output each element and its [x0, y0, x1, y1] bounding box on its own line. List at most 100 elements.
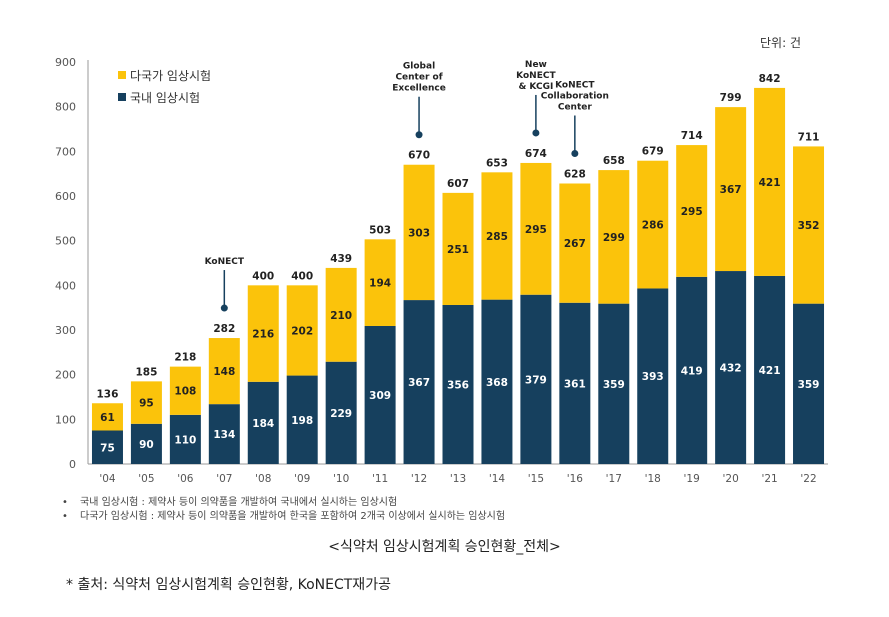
x-tick-label: '12: [411, 473, 427, 485]
legend-swatch-domestic: [118, 93, 126, 101]
x-tick-label: '04: [99, 473, 116, 485]
bar-domestic: [364, 325, 396, 464]
legend-swatch-multinational: [118, 71, 126, 79]
bar-domestic: [403, 300, 435, 464]
data-label-domestic: 309: [369, 390, 391, 402]
legend: 다국가 임상시험 국내 임상시험: [118, 64, 211, 108]
x-tick-label: '13: [450, 473, 466, 485]
data-label-total: 136: [97, 388, 119, 400]
data-label-domestic: 229: [330, 408, 352, 420]
bar-multinational: [676, 145, 708, 277]
data-label-multinational: 148: [213, 366, 235, 378]
data-label-total: 503: [369, 224, 391, 236]
data-label-total: 218: [174, 352, 196, 364]
data-label-domestic: 361: [564, 378, 586, 390]
footnote-multinational: 다국가 임상시험 : 제약사 등이 의약품을 개발하여 한국을 포함하여 2개국…: [62, 510, 505, 524]
y-tick-label: 100: [55, 413, 76, 426]
bar-domestic: [520, 294, 552, 464]
unit-label: 단위: 건: [760, 36, 801, 50]
bar-multinational: [598, 170, 630, 304]
data-label-multinational: 421: [759, 177, 781, 189]
bar-multinational: [364, 239, 396, 326]
data-label-domestic: 359: [603, 379, 625, 391]
data-label-domestic: 367: [408, 377, 430, 389]
bar-domestic: [637, 288, 669, 464]
annotation-label: KoNECT: [516, 71, 556, 81]
data-label-multinational: 216: [252, 329, 274, 341]
y-tick-label: 800: [55, 101, 76, 114]
data-label-multinational: 352: [798, 220, 820, 232]
footnotes: 국내 임상시험 : 제약사 등이 의약품을 개발하여 국내에서 실시하는 임상시…: [62, 496, 505, 524]
y-tick-label: 600: [55, 190, 76, 203]
source-note: * 출처: 식약처 임상시험계획 승인현황, KoNECT재가공: [66, 577, 391, 593]
annotation-label: New: [525, 60, 547, 70]
annotation-label: Center of: [395, 73, 442, 83]
bar-multinational: [91, 403, 123, 431]
bar-multinational: [442, 192, 474, 305]
data-label-multinational: 295: [525, 224, 547, 236]
bar-multinational: [715, 107, 747, 272]
y-tick-label: 700: [55, 145, 76, 158]
x-tick-label: '17: [606, 473, 622, 485]
data-label-multinational: 194: [369, 278, 391, 290]
data-label-domestic: 75: [100, 442, 115, 454]
bar-domestic: [715, 271, 747, 464]
data-label-domestic: 184: [252, 418, 274, 430]
bar-multinational: [208, 338, 240, 405]
data-label-total: 714: [681, 130, 703, 142]
bar-domestic: [481, 299, 513, 464]
data-label-total: 185: [135, 366, 157, 378]
data-label-multinational: 108: [174, 386, 196, 398]
y-tick-label: 300: [55, 324, 76, 337]
y-tick-label: 0: [69, 458, 76, 471]
bar-multinational: [793, 146, 825, 304]
data-label-multinational: 367: [720, 184, 742, 196]
bar-multinational: [559, 183, 591, 303]
x-tick-label: '21: [761, 473, 777, 485]
x-tick-label: '16: [567, 473, 584, 485]
annotation-label: Center: [558, 102, 593, 112]
data-label-multinational: 286: [642, 220, 664, 232]
footnote-domestic: 국내 임상시험 : 제약사 등이 의약품을 개발하여 국내에서 실시하는 임상시…: [62, 496, 505, 510]
y-tick-label: 900: [55, 56, 76, 69]
bar-multinational: [286, 285, 318, 376]
data-label-total: 400: [291, 270, 313, 282]
legend-item-multinational: 다국가 임상시험: [118, 64, 211, 86]
x-tick-label: '15: [528, 473, 544, 485]
x-tick-label: '06: [177, 473, 194, 485]
data-label-domestic: 432: [720, 363, 742, 375]
y-tick-label: 400: [55, 279, 76, 292]
annotation-label: Excellence: [392, 84, 446, 94]
annotation-label: & KCGI: [518, 82, 553, 92]
bar-domestic: [598, 303, 630, 464]
x-tick-label: '14: [489, 473, 506, 485]
annotation-label: Global: [403, 62, 435, 72]
bar-multinational: [325, 267, 357, 362]
legend-item-domestic: 국내 임상시험: [118, 86, 211, 108]
x-tick-label: '11: [372, 473, 388, 485]
x-tick-label: '07: [216, 473, 232, 485]
bar-domestic: [754, 275, 786, 464]
bar-domestic: [247, 381, 279, 464]
data-label-total: 628: [564, 168, 586, 180]
y-tick-label: 500: [55, 235, 76, 248]
data-label-total: 400: [252, 270, 274, 282]
data-label-total: 674: [525, 148, 547, 160]
data-label-multinational: 267: [564, 238, 586, 250]
data-label-domestic: 419: [681, 365, 703, 377]
x-tick-label: '10: [333, 473, 349, 485]
data-label-total: 282: [213, 323, 235, 335]
bar-domestic: [91, 430, 123, 464]
data-label-total: 679: [642, 146, 664, 158]
legend-label-domestic: 국내 임상시험: [130, 90, 201, 105]
data-label-total: 607: [447, 178, 469, 190]
bar-multinational: [637, 160, 669, 289]
bar-multinational: [520, 162, 552, 295]
bar-domestic: [442, 304, 474, 464]
data-label-total: 711: [798, 131, 820, 143]
bar-domestic: [793, 303, 825, 464]
x-tick-label: '20: [723, 473, 739, 485]
bar-multinational: [130, 381, 162, 424]
data-label-domestic: 198: [291, 415, 313, 427]
y-tick-label: 200: [55, 369, 76, 382]
